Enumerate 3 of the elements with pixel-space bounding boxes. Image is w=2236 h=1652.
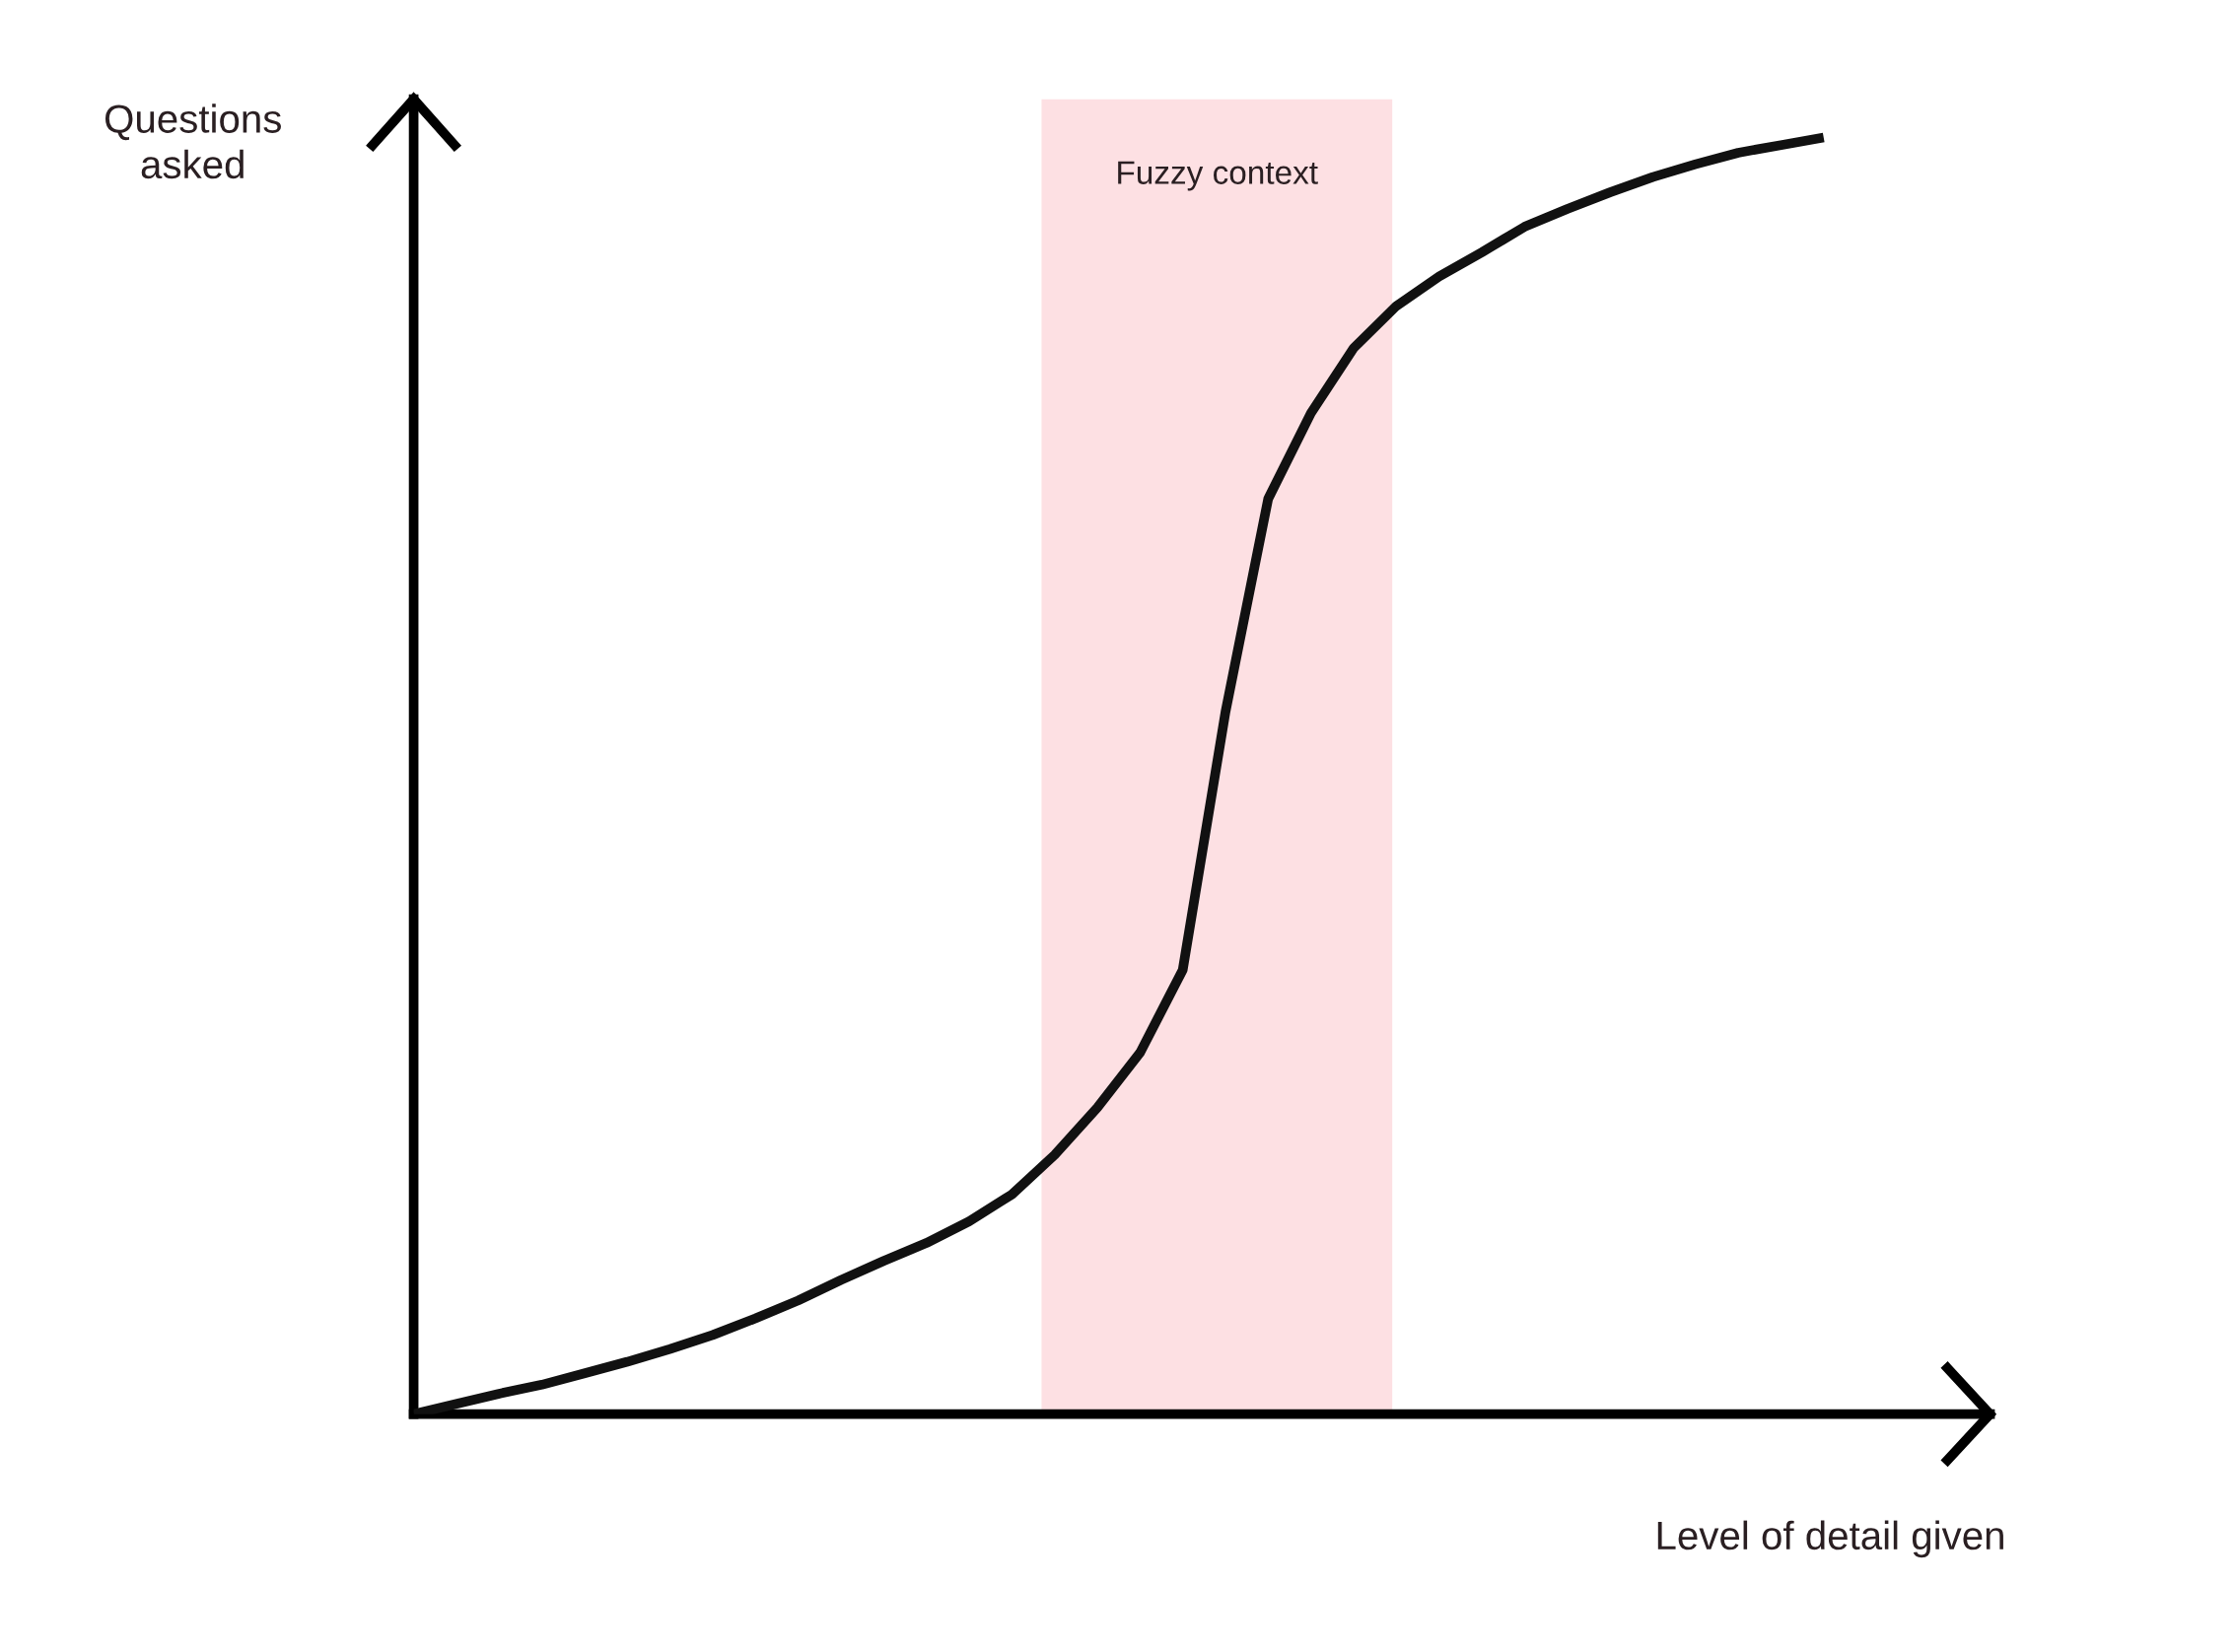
annotation: Fuzzy context bbox=[1118, 161, 1318, 191]
y-axis-title: Questions asked bbox=[105, 103, 281, 179]
x-axis-title: Level of detail given bbox=[1657, 1520, 2003, 1558]
